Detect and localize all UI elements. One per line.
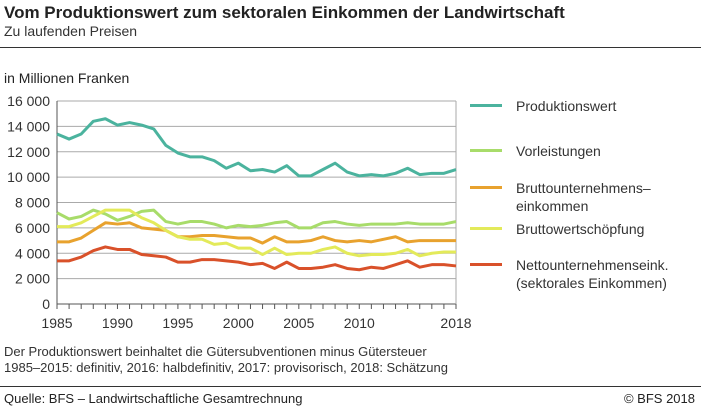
y-tick-label: 6 000: [15, 220, 50, 236]
legend-swatch: [470, 263, 502, 266]
footnote-2: 1985–2015: definitiv, 2016: halbdefiniti…: [4, 360, 448, 375]
x-tick-label: 2005: [283, 315, 314, 331]
x-tick-label: 1985: [41, 315, 72, 331]
y-tick-label: 16 000: [7, 93, 50, 109]
x-tick-label: 2018: [440, 315, 471, 331]
source-note: Quelle: BFS – Landwirtschaftliche Gesamt…: [4, 391, 303, 406]
legend-swatch: [470, 186, 502, 189]
x-tick-label: 2010: [344, 315, 375, 331]
series-line: [57, 245, 457, 272]
copyright: © BFS 2018: [623, 391, 695, 406]
x-tick-label: 1990: [102, 315, 133, 331]
legend-label: Nettounternehmenseink. (sektorales Einko…: [516, 257, 669, 291]
legend-label: Bruttounternehmens– einkommen: [516, 180, 651, 214]
y-tick-label: 4 000: [15, 245, 50, 261]
series-line: [57, 208, 456, 258]
series-line: [56, 117, 457, 178]
legend-label: Vorleistungen: [516, 143, 601, 159]
chart-subtitle: Zu laufenden Preisen: [4, 23, 138, 39]
bottom-divider: [0, 386, 701, 387]
y-tick-label: 2 000: [15, 271, 50, 287]
y-tick-label: 14 000: [7, 118, 50, 134]
x-tick-label: 1995: [162, 315, 193, 331]
legend-label: Bruttowertschöpfung: [516, 221, 645, 237]
y-tick-label: 10 000: [7, 169, 50, 185]
legend-swatch: [470, 104, 502, 107]
top-divider: [0, 47, 701, 48]
legend-swatch: [470, 227, 502, 230]
legend-swatch: [470, 149, 502, 152]
chart-title: Vom Produktionswert zum sektoralen Einko…: [4, 3, 565, 22]
y-axis-label: in Millionen Franken: [4, 70, 130, 86]
series-line: [56, 208, 457, 230]
series-line: [57, 221, 456, 245]
footnote-1: Der Produktionswert beinhaltet die Güter…: [4, 344, 427, 359]
y-tick-label: 0: [42, 296, 50, 312]
y-tick-label: 8 000: [15, 195, 50, 211]
x-tick-label: 2000: [223, 315, 254, 331]
legend-label: Produktionswert: [516, 98, 617, 114]
y-tick-label: 12 000: [7, 144, 50, 160]
